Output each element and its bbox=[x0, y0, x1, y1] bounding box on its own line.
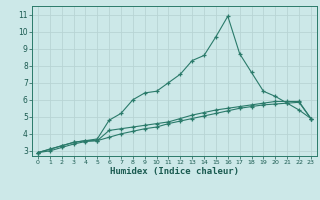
X-axis label: Humidex (Indice chaleur): Humidex (Indice chaleur) bbox=[110, 167, 239, 176]
